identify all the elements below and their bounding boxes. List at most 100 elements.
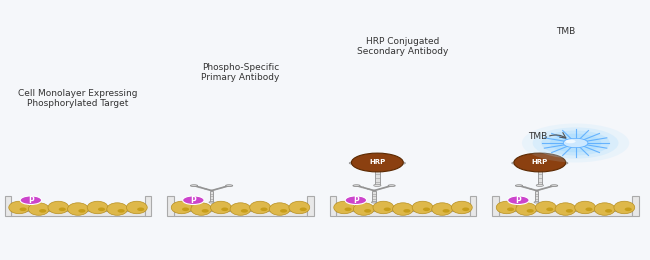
Polygon shape	[375, 163, 402, 170]
Ellipse shape	[546, 207, 553, 211]
Ellipse shape	[515, 185, 523, 187]
Ellipse shape	[241, 209, 248, 213]
Bar	[307, 196, 313, 216]
Ellipse shape	[541, 131, 610, 155]
Ellipse shape	[191, 203, 212, 215]
Ellipse shape	[107, 203, 127, 215]
Ellipse shape	[211, 201, 231, 214]
Ellipse shape	[354, 203, 374, 215]
Ellipse shape	[182, 207, 189, 211]
Ellipse shape	[551, 185, 558, 187]
Bar	[632, 196, 638, 216]
Ellipse shape	[565, 140, 576, 143]
Text: TMB: TMB	[528, 132, 547, 141]
Ellipse shape	[202, 209, 209, 213]
Ellipse shape	[344, 207, 352, 211]
Ellipse shape	[345, 196, 367, 204]
Ellipse shape	[230, 203, 251, 215]
Ellipse shape	[614, 201, 634, 214]
Ellipse shape	[550, 134, 601, 152]
Text: P: P	[190, 196, 196, 205]
Polygon shape	[352, 163, 380, 170]
Text: Cell Monolayer Expressing
Phosphorylated Target: Cell Monolayer Expressing Phosphorylated…	[18, 89, 138, 108]
Polygon shape	[538, 163, 565, 170]
Polygon shape	[372, 191, 376, 202]
Bar	[168, 196, 174, 216]
Ellipse shape	[20, 207, 27, 211]
Ellipse shape	[575, 201, 595, 214]
Ellipse shape	[412, 201, 433, 214]
Ellipse shape	[364, 209, 371, 213]
Polygon shape	[210, 186, 231, 191]
Polygon shape	[535, 191, 538, 202]
Ellipse shape	[555, 203, 576, 215]
Text: TMB: TMB	[556, 27, 575, 36]
Bar	[330, 196, 337, 216]
Bar	[499, 211, 632, 216]
Ellipse shape	[98, 207, 105, 211]
Ellipse shape	[432, 203, 452, 215]
Ellipse shape	[78, 209, 85, 213]
Ellipse shape	[388, 185, 395, 187]
Ellipse shape	[137, 207, 144, 211]
Polygon shape	[375, 170, 380, 185]
Ellipse shape	[605, 209, 612, 213]
Ellipse shape	[566, 209, 573, 213]
Ellipse shape	[516, 203, 537, 215]
Ellipse shape	[526, 209, 534, 213]
Polygon shape	[515, 163, 542, 170]
Text: P: P	[28, 196, 34, 205]
Polygon shape	[372, 186, 393, 191]
Ellipse shape	[352, 153, 403, 172]
Ellipse shape	[334, 201, 354, 214]
Ellipse shape	[48, 201, 69, 214]
Ellipse shape	[39, 209, 46, 213]
Polygon shape	[538, 170, 542, 185]
Bar	[469, 196, 476, 216]
Ellipse shape	[20, 196, 42, 204]
Ellipse shape	[393, 203, 413, 215]
Bar	[337, 211, 469, 216]
Bar	[144, 196, 151, 216]
Ellipse shape	[625, 207, 632, 211]
Ellipse shape	[261, 207, 268, 211]
Ellipse shape	[586, 207, 593, 211]
Ellipse shape	[269, 203, 290, 215]
Ellipse shape	[226, 185, 233, 187]
Ellipse shape	[87, 201, 108, 214]
Ellipse shape	[353, 185, 360, 187]
Ellipse shape	[497, 201, 517, 214]
Ellipse shape	[68, 203, 88, 215]
Ellipse shape	[451, 201, 472, 214]
Bar	[5, 196, 12, 216]
Polygon shape	[192, 186, 213, 191]
Ellipse shape	[190, 185, 198, 187]
Ellipse shape	[522, 124, 629, 162]
Ellipse shape	[512, 162, 522, 164]
Ellipse shape	[403, 209, 411, 213]
Ellipse shape	[423, 207, 430, 211]
Text: Phospho-Specific
Primary Antibody: Phospho-Specific Primary Antibody	[202, 63, 280, 82]
Bar	[493, 196, 499, 216]
Ellipse shape	[462, 207, 469, 211]
Ellipse shape	[384, 207, 391, 211]
Text: P: P	[353, 196, 359, 205]
Polygon shape	[355, 186, 376, 191]
Ellipse shape	[300, 207, 307, 211]
Ellipse shape	[9, 201, 30, 214]
Ellipse shape	[558, 162, 568, 164]
Ellipse shape	[508, 196, 529, 204]
Bar	[12, 211, 144, 216]
Ellipse shape	[514, 153, 566, 172]
Ellipse shape	[507, 207, 514, 211]
Ellipse shape	[533, 127, 619, 159]
Ellipse shape	[280, 209, 287, 213]
Ellipse shape	[563, 138, 588, 148]
Ellipse shape	[374, 184, 381, 186]
Polygon shape	[517, 186, 538, 191]
Ellipse shape	[209, 202, 215, 203]
Ellipse shape	[395, 162, 406, 164]
Ellipse shape	[118, 209, 125, 213]
Text: HRP: HRP	[369, 159, 385, 166]
Polygon shape	[210, 191, 213, 202]
